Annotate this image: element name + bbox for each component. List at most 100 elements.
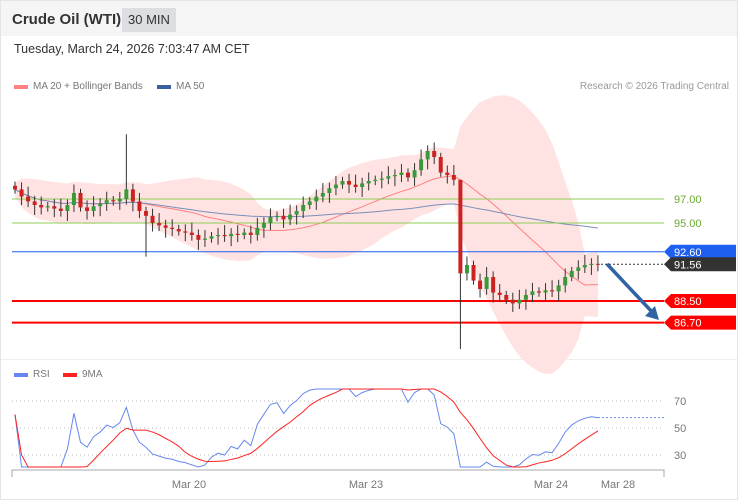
legend-rsi-ma: 9MA bbox=[63, 369, 103, 380]
last-price-tag bbox=[664, 257, 736, 272]
candle-body bbox=[353, 184, 358, 187]
candle bbox=[144, 206, 148, 257]
candle-body bbox=[157, 223, 162, 226]
copyright: Research © 2026 Trading Central bbox=[579, 81, 729, 92]
candle-body bbox=[464, 265, 469, 274]
candle bbox=[445, 165, 450, 184]
candle-body bbox=[314, 196, 319, 202]
candle bbox=[58, 198, 63, 217]
candle bbox=[170, 219, 175, 237]
candle-body bbox=[39, 205, 44, 208]
candle bbox=[582, 255, 587, 274]
candle-body bbox=[32, 201, 37, 205]
candle bbox=[71, 184, 76, 213]
candle-body bbox=[13, 185, 17, 190]
candle-body bbox=[288, 214, 293, 220]
candle bbox=[183, 224, 188, 242]
candle-body bbox=[543, 290, 548, 293]
candle-body bbox=[471, 265, 476, 281]
candle bbox=[196, 229, 201, 250]
candle-body bbox=[537, 291, 541, 293]
candle bbox=[85, 200, 90, 220]
candle-body bbox=[150, 215, 155, 223]
candle-body bbox=[569, 271, 574, 277]
rsi-swatch bbox=[14, 372, 28, 377]
candle bbox=[563, 268, 568, 293]
candle-body bbox=[137, 201, 142, 211]
candle-body bbox=[130, 189, 135, 202]
candle bbox=[45, 202, 50, 212]
candle-body bbox=[52, 206, 57, 209]
candle-body bbox=[65, 205, 70, 211]
candle-body bbox=[510, 299, 515, 304]
ma20-label: MA 20 + Bollinger Bands bbox=[33, 81, 143, 92]
candle bbox=[202, 230, 207, 247]
candle bbox=[235, 225, 240, 243]
candle bbox=[294, 205, 299, 225]
candle-body bbox=[91, 206, 96, 211]
candle-body bbox=[530, 291, 535, 295]
candle-body bbox=[307, 201, 312, 205]
candle bbox=[307, 197, 312, 210]
timeframe-button[interactable]: 30 MIN bbox=[122, 8, 176, 32]
candle bbox=[464, 256, 469, 281]
candle bbox=[373, 175, 378, 186]
candle-body bbox=[144, 211, 148, 216]
candle bbox=[347, 173, 352, 194]
candle bbox=[157, 213, 162, 232]
candle-body bbox=[281, 215, 286, 220]
forecast-arrowhead-icon bbox=[645, 306, 659, 320]
candle bbox=[504, 290, 509, 304]
candle-body bbox=[117, 199, 122, 202]
candle bbox=[569, 266, 574, 282]
candle bbox=[288, 204, 293, 226]
candle-body bbox=[478, 280, 483, 289]
candle-body bbox=[275, 215, 279, 217]
candle bbox=[320, 183, 325, 203]
candle-body bbox=[517, 299, 522, 304]
candle bbox=[176, 224, 181, 236]
header: Crude Oil (WTI) 30 MIN bbox=[1, 1, 737, 36]
candle bbox=[530, 282, 535, 303]
candle-body bbox=[268, 217, 273, 223]
rsi-label: RSI bbox=[33, 369, 50, 380]
candle bbox=[78, 188, 83, 212]
level-tag-86.70 bbox=[664, 315, 736, 330]
candle-body bbox=[347, 181, 352, 185]
candle bbox=[104, 191, 109, 211]
candle-body bbox=[451, 175, 456, 180]
candle-body bbox=[202, 238, 207, 240]
candle bbox=[523, 289, 528, 310]
candle bbox=[13, 181, 17, 194]
candle bbox=[65, 199, 70, 221]
candle-body bbox=[248, 232, 253, 235]
candle-body bbox=[379, 178, 384, 180]
candle bbox=[340, 176, 345, 189]
rsi-tick-70: 70 bbox=[674, 396, 686, 408]
candle-body bbox=[255, 227, 260, 235]
candle bbox=[537, 287, 541, 297]
candle-body bbox=[85, 207, 90, 211]
forecast-arrow bbox=[605, 262, 655, 315]
candle-body bbox=[563, 277, 568, 286]
candle bbox=[189, 222, 194, 241]
candle bbox=[163, 219, 168, 238]
candle-body bbox=[209, 236, 214, 239]
candle bbox=[379, 171, 384, 189]
rsi-tick-30: 30 bbox=[674, 450, 686, 462]
candle bbox=[98, 198, 103, 217]
candle bbox=[275, 211, 279, 222]
candle-body bbox=[432, 151, 437, 157]
candle-body bbox=[340, 181, 345, 185]
instrument-title: Crude Oil (WTI) bbox=[12, 11, 122, 28]
candle bbox=[91, 196, 96, 217]
legend-ma20: MA 20 + Bollinger Bands bbox=[14, 81, 143, 92]
ma50-label: MA 50 bbox=[176, 81, 205, 92]
candle-body bbox=[45, 206, 50, 208]
candle bbox=[281, 208, 286, 228]
last-price-label: 91.56 bbox=[674, 259, 702, 271]
candle-body bbox=[183, 231, 188, 233]
candle bbox=[242, 228, 247, 240]
